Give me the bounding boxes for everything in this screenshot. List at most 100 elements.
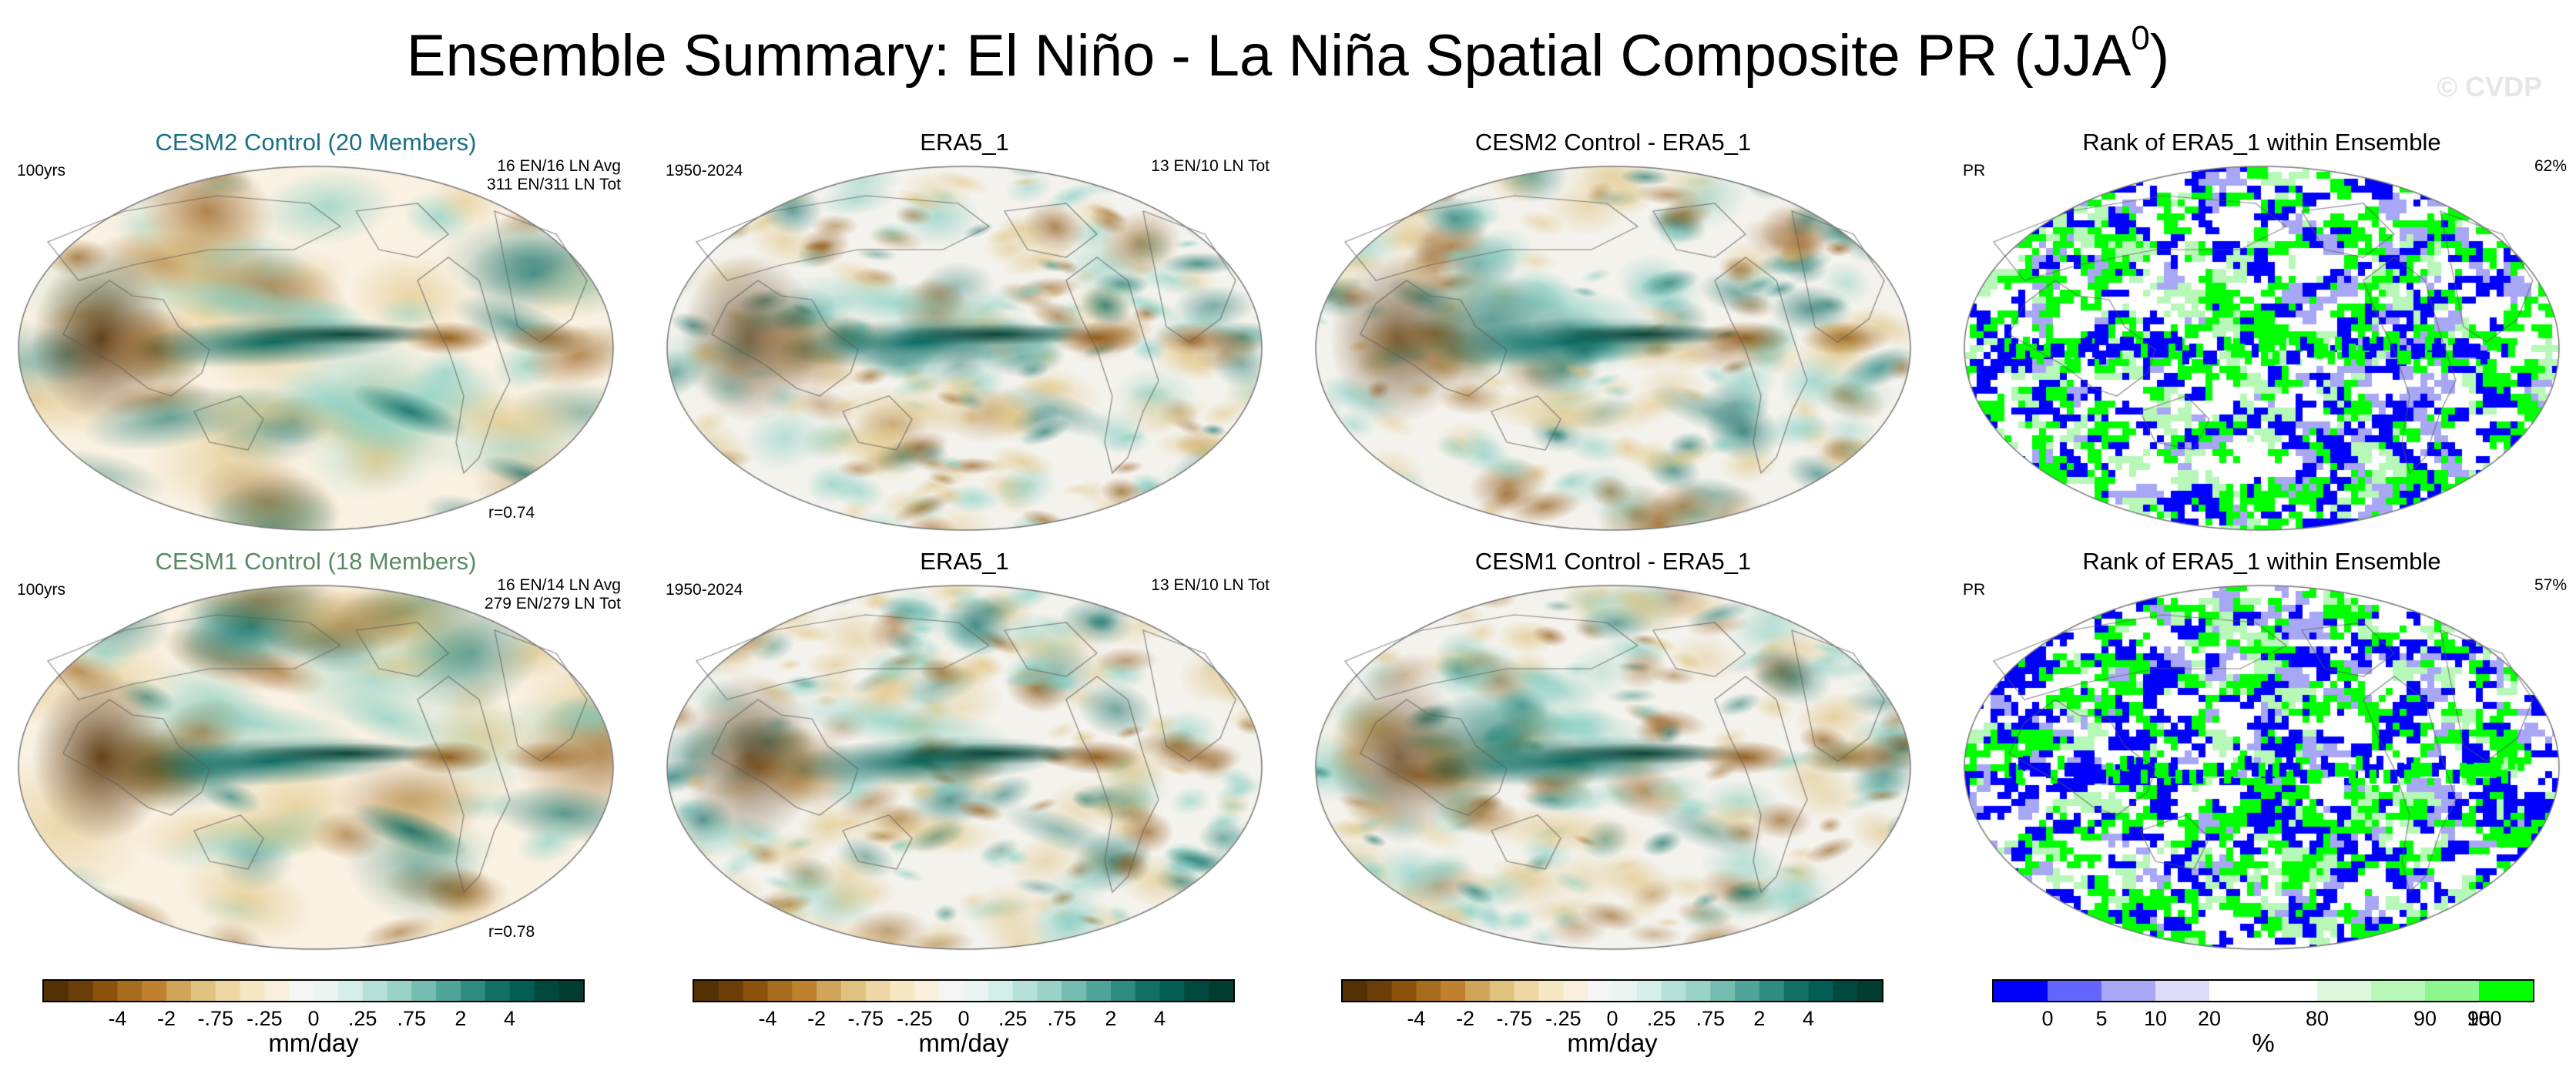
- colorbar-swatch: [1636, 981, 1662, 1001]
- colorbar-swatch: [1685, 981, 1711, 1001]
- colorbar-swatch: [2209, 981, 2264, 1001]
- colorbar-swatch: [190, 981, 216, 1001]
- colorbar-rank-3: [1992, 979, 2534, 1002]
- colorbar-swatch: [817, 981, 842, 1001]
- colorbar-tick-label: 100: [2467, 1007, 2502, 1030]
- colorbar-swatch: [865, 981, 891, 1001]
- colorbar-swatch: [1489, 981, 1515, 1001]
- colorbar-tick-label: 0: [958, 1007, 970, 1030]
- panel-title-row1-model: CESM1 Control (18 Members): [155, 548, 477, 575]
- colorbar-swatch: [2317, 981, 2372, 1001]
- colorbar-swatch: [1037, 981, 1062, 1001]
- colorbar-swatches: [1343, 981, 1882, 1001]
- colorbar-swatch: [1012, 981, 1038, 1001]
- colorbar-swatch: [1857, 981, 1882, 1001]
- colorbar-tick-label: -.25: [247, 1007, 283, 1030]
- colorbar-unit: mm/day: [268, 1029, 359, 1057]
- colorbar-swatch: [314, 981, 339, 1001]
- colorbar-swatch: [2263, 981, 2318, 1001]
- colorbar-swatch: [411, 981, 437, 1001]
- colorbar-swatch: [1135, 981, 1161, 1001]
- colorbar-swatch: [264, 981, 290, 1001]
- pattern-correlation: r=0.78: [488, 923, 535, 941]
- colorbar-swatch: [1391, 981, 1417, 1001]
- panel-title-row0-rank: Rank of ERA5_1 within Ensemble: [2082, 129, 2441, 156]
- colorbar-tick-label: -2: [157, 1007, 176, 1030]
- colorbar-swatch: [362, 981, 387, 1001]
- colorbar-tick-label: 20: [2197, 1007, 2222, 1030]
- colorbar-swatch: [1612, 981, 1638, 1001]
- colorbar-tick-label: 95: [2467, 1007, 2491, 1030]
- colorbar-tick-label: 10: [2143, 1007, 2168, 1030]
- colorbar-swatch: [890, 981, 915, 1001]
- colorbar-tick-label: 4: [1803, 1007, 1815, 1030]
- colorbar-tick-label: -.75: [847, 1007, 884, 1030]
- colorbar-tick-label: 80: [2305, 1007, 2329, 1030]
- colorbar-swatches: [694, 981, 1233, 1001]
- colorbar-tick-label: 0: [307, 1007, 320, 1030]
- colorbar-swatches: [44, 981, 583, 1001]
- colorbar-swatch: [2371, 981, 2426, 1001]
- colorbar-precip-1: [693, 979, 1235, 1002]
- colorbar-swatch: [142, 981, 167, 1001]
- map-model: [17, 584, 615, 951]
- map-obs: [666, 165, 1263, 532]
- colorbar-tick-label: -2: [807, 1007, 827, 1030]
- colorbar-swatch: [1441, 981, 1466, 1001]
- colorbar-tick-label: -.75: [1496, 1007, 1532, 1030]
- colorbar-swatch: [534, 981, 559, 1001]
- figure-title: Ensemble Summary: El Niño - La Niña Spat…: [406, 19, 2170, 89]
- colorbar-swatch: [1514, 981, 1540, 1001]
- colorbar-swatch: [988, 981, 1014, 1001]
- colorbar-precip-2: [1341, 979, 1883, 1002]
- colorbar-swatch: [166, 981, 192, 1001]
- colorbar-unit: mm/day: [1567, 1029, 1658, 1057]
- colorbar-swatch: [92, 981, 118, 1001]
- colorbar-swatch: [743, 981, 768, 1001]
- colorbar-swatch: [694, 981, 719, 1001]
- colorbar-tick-label: .25: [998, 1007, 1028, 1030]
- colorbar-swatch: [2425, 981, 2480, 1001]
- colorbar-swatch: [387, 981, 412, 1001]
- colorbar-tick-label: 2: [1753, 1007, 1766, 1030]
- colorbar-swatches: [1994, 981, 2533, 1001]
- map-diff: [1314, 584, 1912, 951]
- map-obs: [666, 584, 1263, 951]
- colorbar-tick-label: .75: [397, 1007, 427, 1030]
- panel-title-row0-diff: CESM2 Control - ERA5_1: [1474, 129, 1752, 156]
- map-rank: [1963, 165, 2561, 532]
- colorbar-precip-0: [42, 979, 585, 1002]
- colorbar-swatch: [44, 981, 69, 1001]
- colorbar-swatch: [2479, 981, 2533, 1001]
- colorbar-swatch: [436, 981, 461, 1001]
- colorbar-swatch: [1563, 981, 1588, 1001]
- colorbar-swatch: [558, 981, 583, 1001]
- colorbar-swatch: [1661, 981, 1686, 1001]
- map-rank: [1963, 584, 2561, 951]
- colorbar-swatch: [1783, 981, 1810, 1001]
- colorbar-tick-label: 2: [454, 1007, 467, 1030]
- colorbar-swatch: [68, 981, 94, 1001]
- map-model: [17, 165, 615, 532]
- colorbar-swatch: [215, 981, 241, 1001]
- pattern-correlation: r=0.74: [488, 504, 535, 522]
- colorbar-swatch: [1759, 981, 1785, 1001]
- colorbar-unit: %: [2252, 1029, 2275, 1057]
- colorbar-tick-label: 90: [2413, 1007, 2437, 1030]
- colorbar-swatch: [509, 981, 535, 1001]
- colorbar-tick-label: -2: [1456, 1007, 1475, 1030]
- panel-title-row1-rank: Rank of ERA5_1 within Ensemble: [2082, 548, 2441, 575]
- colorbar-swatch: [767, 981, 793, 1001]
- colorbar-tick-label: .75: [1047, 1007, 1077, 1030]
- colorbar-swatch: [1367, 981, 1393, 1001]
- colorbar-tick-label: -.25: [897, 1007, 933, 1030]
- colorbar-swatch: [1833, 981, 1858, 1001]
- panel-title-row1-diff: CESM1 Control - ERA5_1: [1474, 548, 1752, 575]
- colorbar-tick-label: 0: [1606, 1007, 1618, 1030]
- panel-title-row0-obs: ERA5_1: [920, 129, 1009, 156]
- colorbar-swatch: [1465, 981, 1491, 1001]
- colorbar-unit: mm/day: [918, 1029, 1009, 1057]
- colorbar-swatch: [460, 981, 486, 1001]
- colorbar-tick-label: 4: [1154, 1007, 1166, 1030]
- colorbar-swatch: [117, 981, 143, 1001]
